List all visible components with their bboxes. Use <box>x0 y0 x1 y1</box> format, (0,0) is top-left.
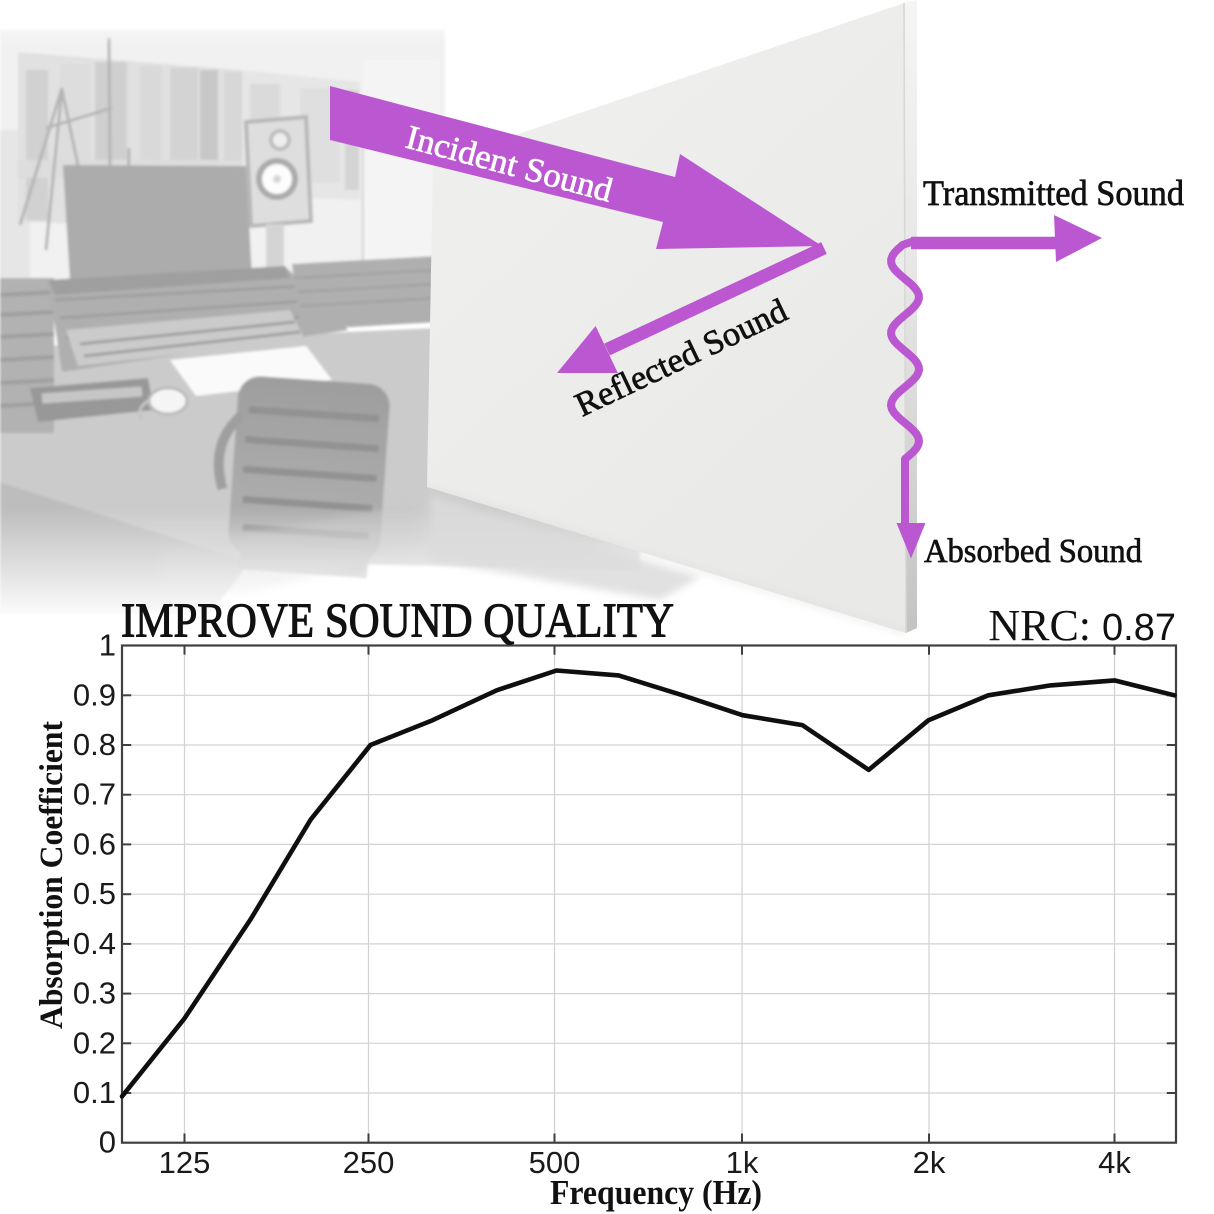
svg-text:0.2: 0.2 <box>73 1025 116 1060</box>
svg-text:0.8: 0.8 <box>73 727 116 762</box>
svg-text:0: 0 <box>99 1125 116 1160</box>
svg-text:IMPROVE SOUND QUALITY: IMPROVE SOUND QUALITY <box>121 593 674 648</box>
svg-text:Transmitted Sound: Transmitted Sound <box>923 173 1184 213</box>
svg-text:0.7: 0.7 <box>73 777 116 812</box>
svg-text:2k: 2k <box>913 1145 946 1180</box>
svg-text:0.5: 0.5 <box>73 876 116 911</box>
svg-text:125: 125 <box>159 1145 211 1180</box>
svg-text:NRC: 0.87: NRC: 0.87 <box>988 601 1176 650</box>
svg-text:0.3: 0.3 <box>73 976 116 1011</box>
svg-text:1: 1 <box>99 628 116 663</box>
svg-text:0.9: 0.9 <box>73 677 116 712</box>
svg-text:1k: 1k <box>726 1145 759 1180</box>
svg-text:0.4: 0.4 <box>73 926 116 961</box>
svg-text:0.1: 0.1 <box>73 1075 116 1110</box>
svg-text:Absorption Coefficient: Absorption Coefficient <box>34 721 70 1029</box>
svg-text:Absorbed Sound: Absorbed Sound <box>924 533 1142 570</box>
svg-text:Frequency (Hz): Frequency (Hz) <box>550 1173 762 1212</box>
svg-text:250: 250 <box>343 1145 395 1180</box>
svg-text:0.6: 0.6 <box>73 826 116 861</box>
svg-text:500: 500 <box>529 1145 581 1180</box>
svg-text:4k: 4k <box>1098 1145 1131 1180</box>
